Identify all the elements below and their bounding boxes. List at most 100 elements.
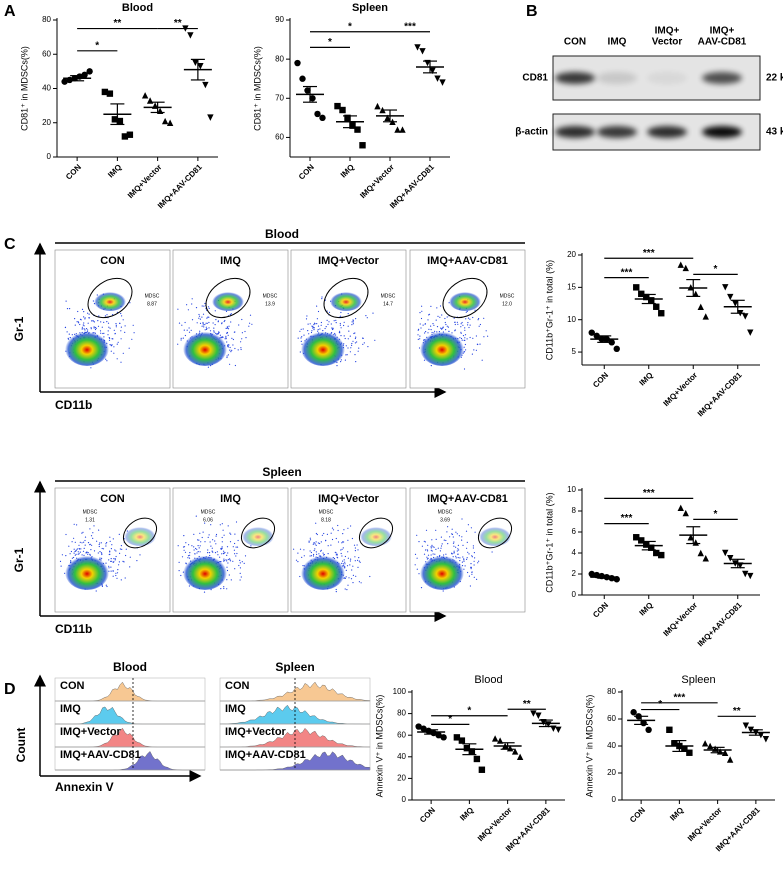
event-dot bbox=[112, 538, 114, 540]
event-dot bbox=[227, 558, 229, 561]
event-dot bbox=[451, 553, 453, 555]
data-point bbox=[608, 339, 615, 346]
event-dot bbox=[466, 558, 468, 561]
event-dot bbox=[87, 552, 89, 554]
event-dot bbox=[464, 565, 466, 567]
event-dot bbox=[439, 316, 441, 318]
event-dot bbox=[351, 537, 353, 540]
data-point bbox=[468, 748, 476, 755]
y-tick-label: 90 bbox=[275, 15, 284, 24]
event-dot bbox=[114, 549, 116, 551]
event-dot bbox=[191, 545, 193, 547]
event-dot bbox=[465, 318, 467, 320]
gate bbox=[122, 517, 158, 549]
data-point bbox=[648, 297, 655, 304]
significance-label: *** bbox=[621, 513, 633, 524]
event-dot bbox=[118, 564, 120, 566]
event-dot bbox=[335, 322, 337, 324]
event-dot bbox=[115, 326, 117, 328]
gate-value: 6.06 bbox=[203, 517, 213, 523]
event-dot bbox=[472, 547, 474, 549]
event-dot bbox=[331, 327, 333, 329]
data-point bbox=[354, 126, 361, 133]
event-dot bbox=[88, 317, 90, 319]
event-dot bbox=[469, 585, 471, 587]
event-dot bbox=[433, 324, 435, 326]
x-tick-label: IMQ bbox=[638, 371, 655, 388]
event-dot bbox=[467, 571, 469, 574]
event-dot bbox=[79, 541, 81, 543]
event-dot bbox=[93, 525, 95, 527]
event-dot bbox=[466, 547, 468, 549]
y-tick-label: 0 bbox=[572, 590, 577, 599]
event-dot bbox=[223, 552, 225, 555]
event-dot bbox=[121, 548, 123, 551]
event-dot bbox=[330, 323, 332, 325]
y-tick-label: 40 bbox=[42, 84, 51, 93]
event-dot bbox=[354, 560, 356, 562]
event-dot bbox=[340, 359, 342, 361]
flow-panel-label: CON bbox=[100, 493, 125, 505]
lane-label: Vector bbox=[652, 37, 683, 48]
event-dot bbox=[419, 323, 421, 325]
event-dot bbox=[109, 344, 111, 346]
blot-band bbox=[555, 126, 595, 138]
significance-label: ** bbox=[523, 699, 531, 710]
event-dot bbox=[94, 328, 97, 331]
band-size: 43 kDa bbox=[766, 127, 783, 138]
density-gate-fill bbox=[479, 526, 511, 546]
flow-panel-label: IMQ+AAV-CD81 bbox=[427, 493, 508, 505]
event-dot bbox=[428, 328, 430, 330]
event-dot bbox=[198, 313, 200, 316]
chart-title: Spleen bbox=[681, 674, 715, 686]
event-dot bbox=[467, 324, 469, 326]
event-dot bbox=[139, 554, 141, 556]
significance-label: * bbox=[467, 705, 471, 716]
data-point bbox=[588, 329, 595, 336]
event-dot bbox=[214, 324, 216, 326]
flow-x-label: CD11b bbox=[55, 622, 92, 636]
event-dot bbox=[208, 321, 210, 324]
data-point bbox=[309, 95, 316, 102]
event-dot bbox=[193, 533, 195, 536]
event-dot bbox=[432, 323, 434, 325]
event-dot bbox=[94, 326, 96, 329]
event-dot bbox=[337, 524, 339, 527]
event-dot bbox=[439, 550, 441, 552]
event-dot bbox=[64, 572, 66, 574]
event-dot bbox=[468, 575, 470, 577]
histogram-row-label: IMQ bbox=[225, 703, 246, 715]
event-dot bbox=[100, 332, 102, 334]
data-point bbox=[399, 126, 406, 133]
data-point bbox=[101, 88, 109, 96]
event-dot bbox=[303, 555, 305, 557]
event-dot bbox=[346, 354, 348, 356]
event-dot bbox=[464, 343, 466, 346]
event-dot bbox=[217, 554, 219, 556]
flow-plot bbox=[409, 487, 526, 613]
event-dot bbox=[347, 347, 349, 349]
event-dot bbox=[107, 322, 110, 324]
flow-plot bbox=[172, 249, 289, 389]
data-point bbox=[86, 68, 93, 75]
event-dot bbox=[234, 542, 236, 545]
event-dot bbox=[369, 575, 371, 578]
event-dot bbox=[320, 321, 322, 324]
event-dot bbox=[355, 318, 357, 320]
event-dot bbox=[117, 341, 119, 343]
event-dot bbox=[238, 564, 240, 567]
event-dot bbox=[367, 346, 369, 348]
event-dot bbox=[323, 532, 325, 535]
event-dot bbox=[426, 549, 428, 551]
event-dot bbox=[107, 330, 109, 332]
event-dot bbox=[462, 556, 464, 558]
event-dot bbox=[299, 330, 301, 332]
event-dot bbox=[73, 523, 75, 525]
histogram-row-label: CON bbox=[225, 680, 250, 692]
event-dot bbox=[300, 328, 302, 330]
event-dot bbox=[122, 352, 124, 354]
event-dot bbox=[464, 329, 466, 331]
event-dot bbox=[453, 541, 455, 543]
event-dot bbox=[350, 558, 352, 560]
event-dot bbox=[207, 366, 209, 368]
